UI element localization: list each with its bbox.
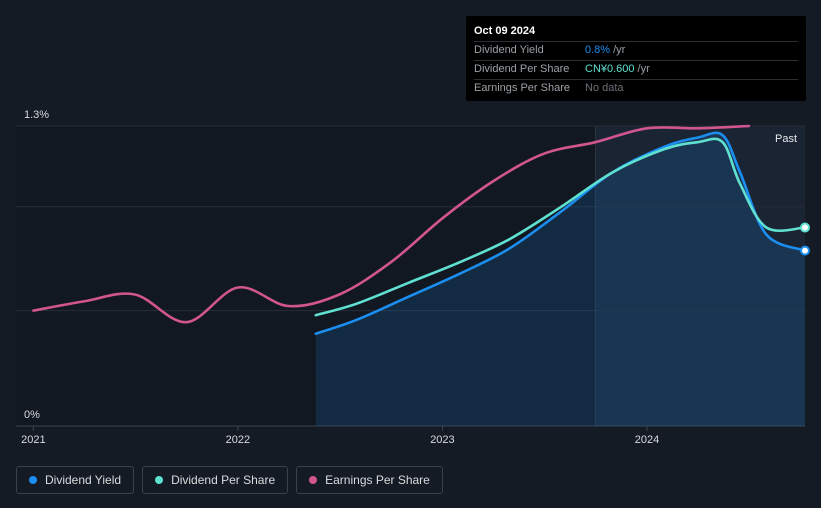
legend-dot-icon (29, 476, 37, 484)
legend-label: Earnings Per Share (325, 473, 430, 487)
legend: Dividend Yield Dividend Per Share Earnin… (16, 466, 443, 494)
y-tick-label-top: 1.3% (24, 109, 49, 121)
tooltip-label: Dividend Yield (474, 44, 544, 56)
tooltip-row-earnings-per-share: Earnings Per Share No data (474, 79, 798, 98)
x-tick-label: 2022 (226, 434, 250, 446)
legend-label: Dividend Yield (45, 473, 122, 487)
tooltip-date: Oct 09 2024 (474, 25, 536, 37)
y-tick-label-bottom: 0% (24, 409, 40, 421)
gridlines (16, 125, 805, 427)
tooltip-value: No data (585, 82, 624, 94)
forecast-region (595, 126, 805, 426)
tooltip-value: CN¥0.600 (585, 63, 635, 75)
tooltip-row-dividend-per-share: Dividend Per Share CN¥0.600 /yr (474, 60, 798, 79)
tooltip-label: Earnings Per Share (474, 82, 570, 94)
legend-item-earnings-per-share[interactable]: Earnings Per Share (296, 466, 443, 494)
x-tick-label: 2024 (635, 434, 659, 446)
dividend-per-share-line (314, 137, 807, 317)
past-label: Past (775, 133, 797, 145)
end-markers (800, 222, 810, 256)
x-axis: 2021 2022 2023 2024 (21, 426, 659, 446)
tooltip-unit: /yr (637, 63, 650, 75)
dividend-yield-area (315, 132, 805, 426)
tooltip-value: 0.8% (585, 44, 611, 56)
series-lines (32, 124, 807, 335)
legend-dot-icon (309, 476, 318, 484)
legend-dot-icon (155, 476, 164, 484)
x-tick-label: 2023 (430, 434, 454, 446)
dividend-yield-end-marker (800, 245, 810, 256)
legend-item-dividend-yield[interactable]: Dividend Yield (16, 466, 135, 494)
legend-label: Dividend Per Share (171, 473, 276, 487)
earnings-per-share-line (32, 124, 751, 324)
x-tick-label: 2021 (21, 434, 45, 446)
tooltip-row-dividend-yield: Dividend Yield 0.8% /yr (474, 41, 798, 60)
tooltip-label: Dividend Per Share (474, 63, 570, 75)
tooltip: Oct 09 2024 Dividend Yield 0.8% /yr Divi… (466, 16, 806, 101)
dividend-per-share-end-marker (800, 222, 810, 233)
tooltip-unit: /yr (613, 44, 626, 56)
legend-item-dividend-per-share[interactable]: Dividend Per Share (142, 466, 289, 494)
